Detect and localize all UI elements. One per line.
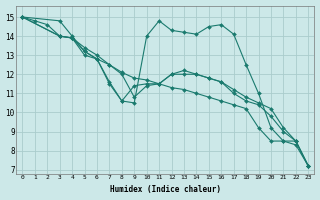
X-axis label: Humidex (Indice chaleur): Humidex (Indice chaleur)	[110, 185, 221, 194]
